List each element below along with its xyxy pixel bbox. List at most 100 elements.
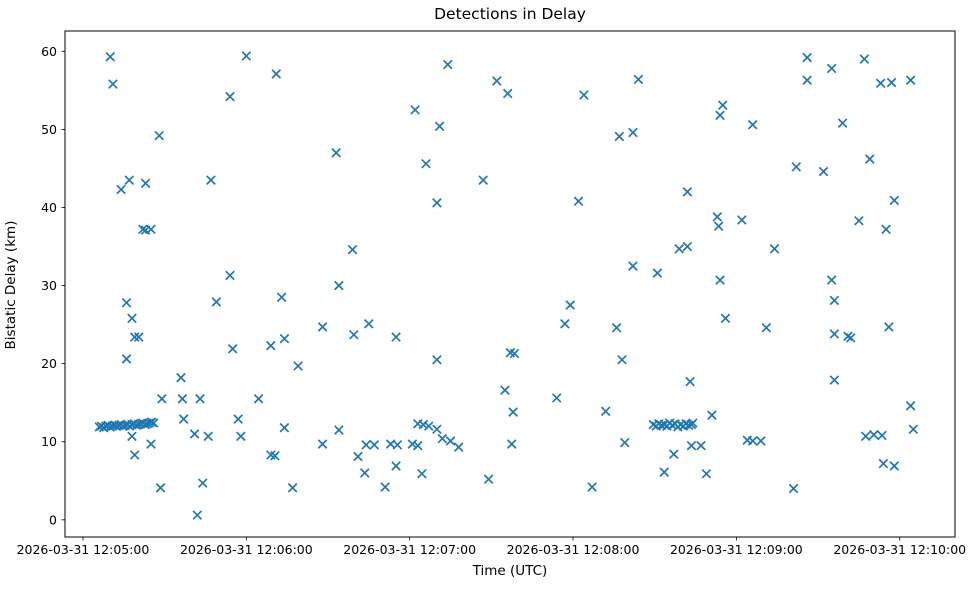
scatter-marker [668,449,679,460]
scatter-marker [685,376,695,387]
scatter-marker [203,431,214,442]
x-tick-label: 2026-03-31 12:05:00 [17,542,150,557]
scatter-marker [129,450,140,460]
scatter-marker [146,417,157,428]
scatter-marker [682,241,693,252]
scatter-marker [491,76,502,86]
scatter-marker [410,105,420,115]
scatter-marker [565,300,576,310]
scatter-marker [334,280,344,291]
scatter-marker [551,393,562,403]
scatter-marker [127,431,137,442]
y-tick-label: 0 [49,512,57,527]
x-tick-label: 2026-03-31 12:09:00 [670,542,803,557]
scatter-marker [133,332,144,342]
scatter-marker [434,121,445,132]
scatter-marker [206,175,216,185]
scatter-marker [146,439,156,449]
scatter-marker [628,127,638,138]
scatter-marker [829,375,840,385]
scatter-marker [279,333,290,344]
scatter-marker [391,332,401,342]
scatter-marker [266,340,276,351]
scatter-marker [138,224,148,235]
scatter-marker [617,354,627,365]
scatter-marker [287,483,298,493]
scatter-marker [720,313,731,324]
scatter-marker [845,333,856,343]
scatter-marker [276,292,287,303]
scatter-marker [144,418,155,428]
chart-title: Detections in Delay [434,5,586,23]
scatter-marker [829,295,840,306]
scatter-marker [197,478,208,488]
x-tick-label: 2026-03-31 12:06:00 [180,542,313,557]
scatter-marker [391,461,401,471]
scatter-marker [225,270,235,281]
scatter-marker [682,187,693,197]
scatter-marker [108,79,118,89]
scatter-marker [875,78,886,89]
scatter-marker [587,482,597,492]
scatter-marker [869,429,879,440]
scatter-marker [483,474,494,485]
y-tick-label: 10 [41,434,57,449]
scatter-marker [791,162,802,172]
scatter-marker [421,158,431,169]
scatter-marker [508,407,518,417]
scatter-marker [884,322,894,332]
scatter-marker [619,437,630,448]
scatter-marker [500,385,510,395]
scatter-marker [293,361,303,371]
scatter-marker [889,461,900,471]
scatter-marker [437,433,448,444]
scatter-marker [279,422,290,433]
scatter-marker [129,332,140,342]
scatter-marker [407,439,418,449]
scatter-marker [864,154,875,164]
scatter-marker [334,425,344,435]
scatter-marker [878,458,889,469]
scatter-marker [908,424,919,435]
y-tick-label: 40 [41,200,57,215]
scatter-marker [509,348,520,359]
scatter-marker [241,51,252,61]
scatter-marker [886,77,897,88]
scatter-marker [802,75,812,85]
scatter-marker [353,451,363,462]
scatter-marker [747,436,758,446]
scatter-marker [176,372,186,383]
x-tick-label: 2026-03-31 12:10:00 [833,542,966,557]
scatter-marker [347,244,358,255]
scatter-marker [236,431,246,442]
scatter-marker [189,429,200,439]
scatter-marker [227,344,238,354]
scatter-marker [701,468,712,479]
scatter-marker [380,482,390,492]
scatter-marker [369,440,380,450]
scatter-marker [154,130,165,141]
scatter-marker [826,275,837,285]
scatter-marker [756,436,766,446]
scatter-marker [432,424,442,435]
scatter-marker [359,468,370,478]
scatter-marker [829,329,840,339]
scatter-marker [905,401,916,411]
scatter-marker [579,90,589,100]
scatter-marker [349,329,359,340]
scatter-marker [633,74,644,85]
scatter-marker [364,319,374,329]
scatter-marker [116,184,126,195]
scatter-marker [417,468,427,479]
scatter-marker [652,268,663,278]
scatter-marker [826,63,837,74]
scatter-marker [737,215,747,225]
x-tick-label: 2026-03-31 12:08:00 [507,542,640,557]
scatter-marker [502,88,513,99]
scatter-marker [600,406,611,417]
y-tick-label: 30 [41,278,57,293]
scatter-marker [392,440,403,450]
scatter-marker [445,436,456,446]
